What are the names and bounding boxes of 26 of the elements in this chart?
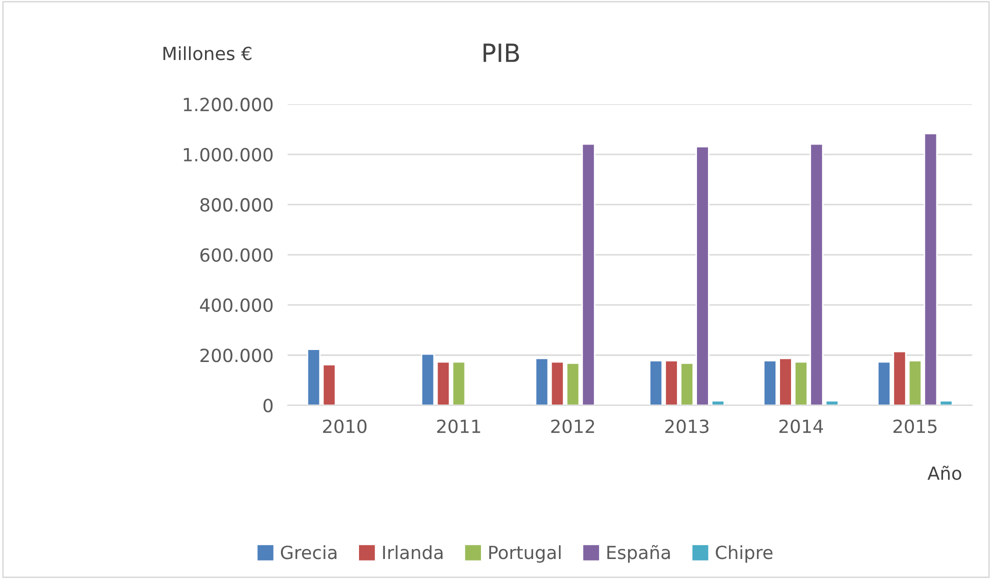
y-tick-label: 0 xyxy=(263,398,273,412)
x-tick-label: 2013 xyxy=(665,420,708,434)
legend-label: España xyxy=(607,544,670,563)
legend-label: Chipre xyxy=(716,545,772,563)
bar xyxy=(452,361,466,406)
legend-label: Portugal xyxy=(489,545,561,563)
y-tick-label: 400.000 xyxy=(200,298,273,312)
legend-label: Grecia xyxy=(280,545,336,560)
legend-label: Irlanda xyxy=(383,545,443,560)
y-tick-label: 1.000.000 xyxy=(184,148,273,162)
y-tick-label: 600.000 xyxy=(200,248,273,262)
x-tick-label: 2015 xyxy=(893,420,937,434)
bar xyxy=(322,364,336,406)
x-tick-label: 2011 xyxy=(437,420,480,434)
y-tick-label: 200.000 xyxy=(200,348,273,362)
y-tick-label: 1.200.000 xyxy=(184,98,273,112)
bar xyxy=(436,361,450,406)
bar xyxy=(306,348,321,406)
x-tick-label: 2014 xyxy=(779,420,823,434)
bar xyxy=(420,353,435,406)
x-tick-label: 2010 xyxy=(323,420,366,434)
chart-title: PIB xyxy=(484,44,519,62)
x-tick-label: 2012 xyxy=(551,420,594,434)
y-axis-title: Millones € xyxy=(163,46,252,60)
x-axis-title: Año xyxy=(928,466,962,480)
y-tick-label: 800.000 xyxy=(200,198,273,212)
